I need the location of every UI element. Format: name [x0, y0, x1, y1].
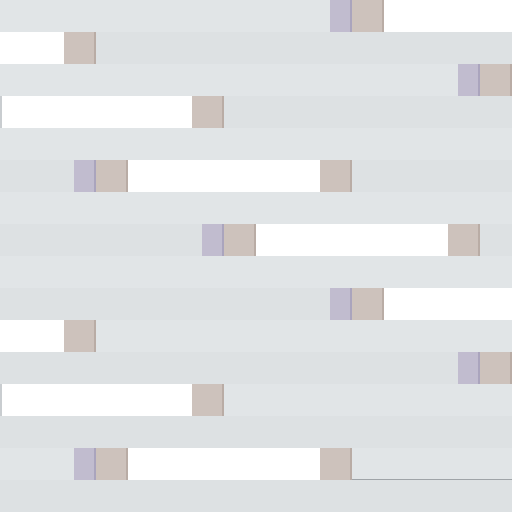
violet-tile	[330, 288, 352, 320]
violet-tile	[458, 64, 480, 96]
beige-tile	[224, 224, 256, 256]
beige-tile	[192, 96, 224, 128]
white-tile	[384, 0, 512, 32]
beige-tile	[320, 448, 352, 480]
beige-tile	[96, 160, 128, 192]
beige-tile	[192, 384, 224, 416]
bottom-divider-line	[352, 479, 512, 480]
violet-tile	[74, 160, 96, 192]
white-tile	[0, 96, 192, 128]
white-tile	[384, 288, 512, 320]
white-tile	[0, 320, 64, 352]
background-stripe	[0, 256, 512, 288]
violet-tile	[202, 224, 224, 256]
white-tile	[128, 160, 320, 192]
violet-tile	[330, 0, 352, 32]
background-stripe	[0, 192, 512, 224]
beige-tile	[320, 160, 352, 192]
background-stripe	[0, 352, 512, 384]
beige-tile	[352, 288, 384, 320]
beige-tile	[64, 320, 96, 352]
white-tile	[0, 32, 64, 64]
white-tile	[128, 448, 320, 480]
background-stripe	[0, 480, 512, 512]
background-stripe	[0, 416, 512, 448]
beige-tile	[96, 448, 128, 480]
violet-tile	[74, 448, 96, 480]
beige-tile	[64, 32, 96, 64]
white-tile	[0, 384, 192, 416]
background-stripe	[0, 128, 512, 160]
background-stripe	[0, 64, 512, 96]
beige-tile	[352, 0, 384, 32]
violet-tile	[458, 352, 480, 384]
beige-tile	[480, 64, 512, 96]
beige-tile	[480, 352, 512, 384]
beige-tile	[448, 224, 480, 256]
white-tile	[256, 224, 448, 256]
